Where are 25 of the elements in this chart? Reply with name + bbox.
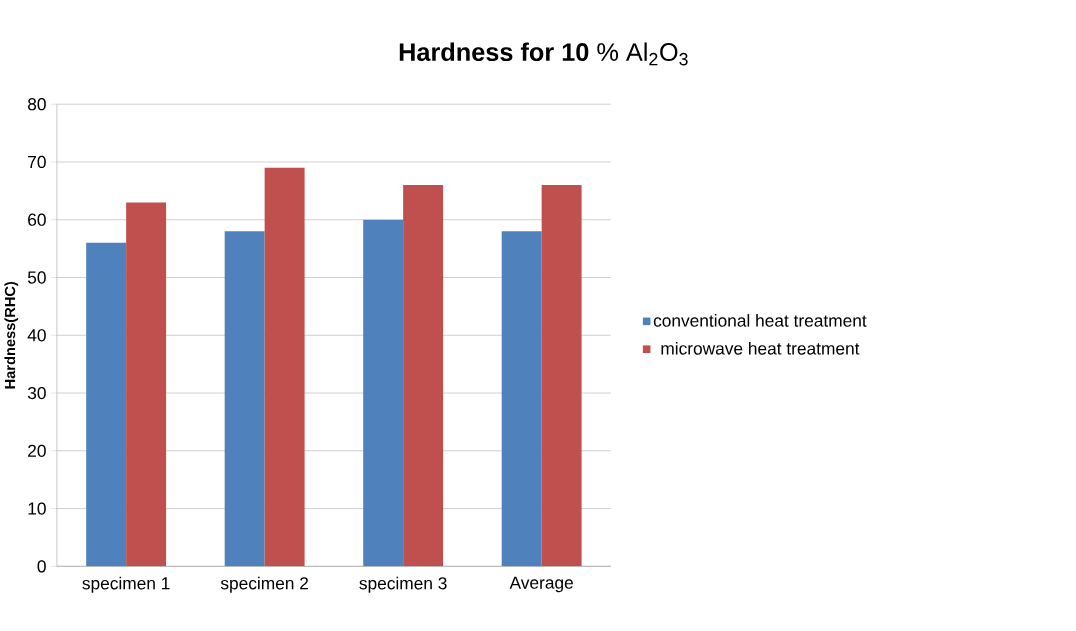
bar (264, 167, 305, 567)
bar (224, 231, 265, 567)
y-tick-label: 10 (28, 502, 46, 515)
bar (501, 231, 542, 567)
y-tick-label: 50 (27, 271, 46, 284)
x-tick-label: specimen 2 (220, 576, 308, 593)
bar (541, 184, 582, 567)
x-tick-label: Average (509, 576, 573, 593)
legend-label: conventional heat treatment (653, 313, 867, 327)
legend-label: microwave heat treatment (661, 341, 860, 355)
y-tick-label: 80 (27, 97, 46, 111)
y-tick-label: 30 (27, 386, 46, 400)
bar (363, 219, 404, 567)
y-tick-label: 60 (28, 213, 46, 226)
chart-title: Hardness for 10 % Al$_{2}$O$_{3}$ (399, 42, 688, 66)
y-axis-title: Hardness(RHC) (4, 281, 19, 389)
x-tick-label: specimen 1 (82, 576, 170, 593)
x-tick-label: specimen 3 (359, 576, 447, 593)
y-tick-label: 20 (28, 444, 46, 457)
y-tick-label: 70 (28, 155, 46, 168)
bar (403, 184, 444, 567)
y-tick-label: 40 (27, 329, 46, 342)
bar (86, 242, 127, 567)
bar (126, 202, 167, 567)
y-tick-label: 0 (37, 560, 46, 573)
